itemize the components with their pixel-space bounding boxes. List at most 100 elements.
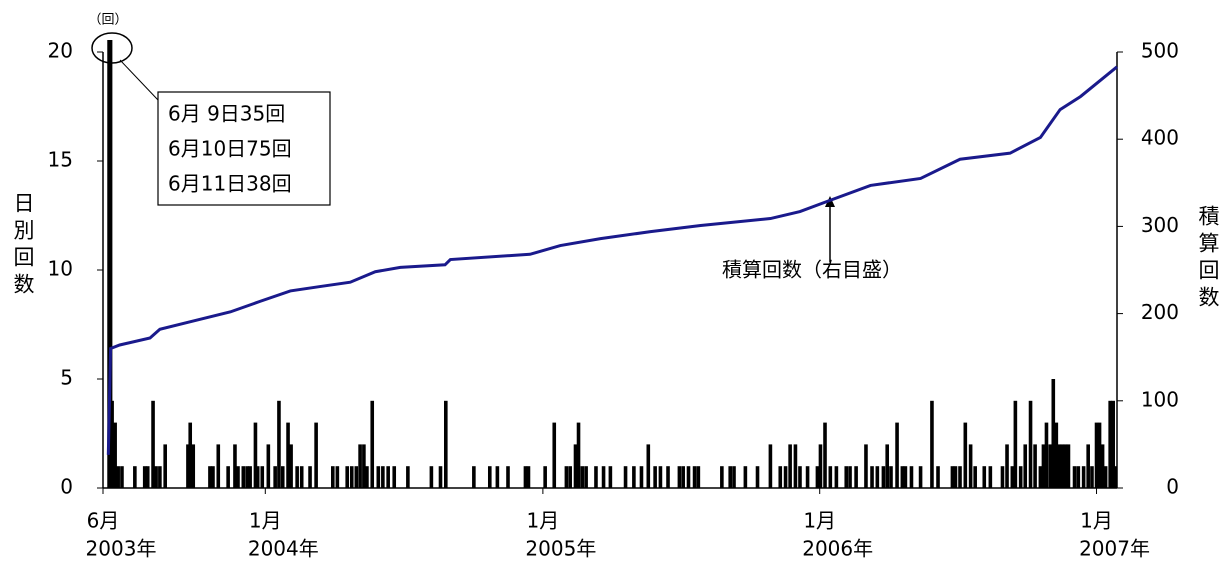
bar xyxy=(666,466,670,488)
y-tick-label: 5 xyxy=(60,366,73,390)
bar xyxy=(936,466,940,488)
bar xyxy=(495,466,500,488)
y-tick-label: 0 xyxy=(60,475,73,499)
bar xyxy=(211,466,215,488)
bar xyxy=(576,422,581,488)
bar xyxy=(110,400,114,488)
bar xyxy=(444,400,448,488)
bar xyxy=(823,422,827,488)
bar xyxy=(345,466,350,488)
x-tick-label: 1月 xyxy=(249,509,282,533)
bar xyxy=(768,444,773,488)
bar xyxy=(818,444,823,488)
y2-axis-title: 積算回数 xyxy=(1196,205,1220,313)
bar xyxy=(208,466,212,488)
bar xyxy=(681,466,685,488)
bar xyxy=(245,466,249,488)
bar xyxy=(909,466,914,488)
bar xyxy=(623,466,628,488)
bar xyxy=(1060,444,1065,488)
bar xyxy=(487,466,492,488)
bar xyxy=(1033,444,1037,488)
bar xyxy=(918,466,923,488)
bar xyxy=(216,444,221,488)
bar xyxy=(116,466,120,488)
y2-tick-label: 400 xyxy=(1141,126,1179,150)
bar xyxy=(266,444,271,488)
y-unit: （回） xyxy=(88,13,127,28)
bar xyxy=(120,466,124,488)
bar xyxy=(438,466,443,488)
bar xyxy=(875,466,880,488)
bar xyxy=(601,466,606,488)
bar xyxy=(1094,422,1099,488)
bar xyxy=(608,466,613,488)
bar xyxy=(658,466,663,488)
x-tick-label: 1月 xyxy=(1080,509,1113,533)
bar xyxy=(1076,466,1081,488)
bar xyxy=(692,466,697,488)
bar xyxy=(289,444,293,488)
bar xyxy=(1086,444,1090,488)
bar xyxy=(226,466,230,488)
bar xyxy=(362,444,366,488)
bar xyxy=(1057,444,1062,488)
bar xyxy=(1028,400,1033,488)
bar xyxy=(1108,400,1112,488)
bar xyxy=(732,466,736,488)
bar xyxy=(988,466,993,488)
bar xyxy=(900,466,905,488)
x-tick-label: 2004年 xyxy=(248,537,319,561)
bar xyxy=(1097,422,1102,488)
bar xyxy=(778,466,783,488)
bar xyxy=(1054,422,1059,488)
line-annotation: 積算回数（右目盛） xyxy=(722,258,902,282)
bar xyxy=(1063,444,1068,488)
bar xyxy=(1023,444,1028,488)
bar xyxy=(950,466,955,488)
bar xyxy=(273,466,277,488)
bar xyxy=(848,466,852,488)
bar xyxy=(253,422,258,488)
bar xyxy=(543,466,547,488)
bar xyxy=(594,466,598,488)
bar xyxy=(805,466,810,488)
bar xyxy=(523,466,528,488)
bar xyxy=(728,466,733,488)
bar xyxy=(186,444,190,488)
bar xyxy=(573,444,578,488)
cumulative-line xyxy=(106,65,1118,455)
x-tick-label: 2007年 xyxy=(1079,537,1150,561)
y2-tick-label: 500 xyxy=(1141,39,1179,63)
bar xyxy=(241,466,246,488)
bar xyxy=(958,466,962,488)
bar xyxy=(646,444,651,488)
bar xyxy=(1044,422,1049,488)
bar xyxy=(526,466,531,488)
bar xyxy=(1051,379,1056,488)
bar xyxy=(889,466,893,488)
bar xyxy=(308,466,312,488)
bar xyxy=(1103,466,1108,488)
bar xyxy=(188,422,193,488)
bar xyxy=(564,466,569,488)
bar xyxy=(953,466,958,488)
bars xyxy=(107,40,1117,488)
bar xyxy=(386,466,390,488)
y-tick-label: 20 xyxy=(48,39,73,63)
bar xyxy=(653,466,657,488)
bar xyxy=(1018,466,1023,488)
bar xyxy=(968,444,973,488)
bar xyxy=(255,466,260,488)
bar xyxy=(783,466,788,488)
bar xyxy=(903,466,908,488)
y-tick-label: 15 xyxy=(48,148,73,172)
bar xyxy=(295,466,299,488)
bar xyxy=(870,466,874,488)
bar xyxy=(1114,466,1117,488)
bar xyxy=(330,466,335,488)
bar xyxy=(370,400,375,488)
x-tick-label: 1月 xyxy=(527,509,560,533)
bar xyxy=(429,466,434,488)
